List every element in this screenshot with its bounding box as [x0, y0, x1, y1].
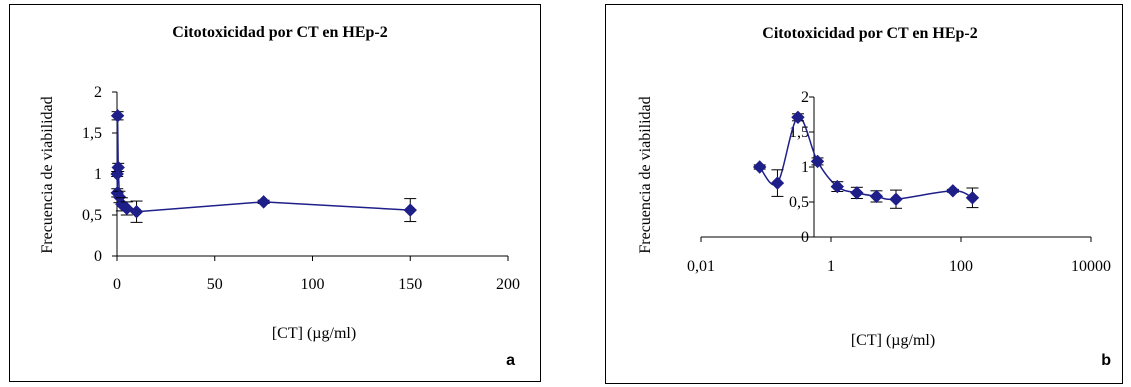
data-point [810, 154, 825, 169]
data-point [965, 191, 980, 205]
x-tick-label: 100 [949, 258, 973, 275]
data-point [403, 203, 417, 217]
y-tick-label: 1 [801, 159, 809, 176]
series-line [759, 116, 973, 201]
data-point [791, 110, 805, 125]
data-point [850, 186, 864, 200]
y-tick-label: 0,5 [789, 194, 809, 211]
panel-label: a [506, 352, 515, 369]
x-tick-label: 50 [207, 276, 223, 293]
x-tick-label: 100 [301, 276, 325, 293]
data-point [256, 195, 271, 209]
x-tick-label: 200 [496, 276, 520, 293]
y-tick-label: 0 [94, 248, 102, 265]
data-point [830, 179, 845, 194]
panel-label: b [1101, 352, 1111, 369]
data-point [770, 176, 785, 190]
y-axis-label: Frecuencia de viabilidad [637, 96, 654, 253]
x-tick-label: 1 [827, 258, 835, 275]
chart-panel-b: Citotoxicidad por CT en HEp-200,511,520,… [605, 4, 1123, 384]
chart-a-svg: Citotoxicidad por CT en HEp-2 0 0,5 1 1,5 2 0 5… [39, 24, 520, 369]
chart-b-svg: Citotoxicidad por CT en HEp-200,511,520,… [637, 25, 1111, 369]
y-tick-label: 1,5 [789, 124, 809, 141]
x-axis-label: [CT] (µg/ml) [272, 325, 356, 342]
x-axis-label: [CT] (µg/ml) [851, 332, 935, 349]
data-point [889, 192, 903, 206]
x-tick-label: 0,01 [687, 258, 715, 275]
chart-panel-a: Citotoxicidad por CT en HEp-2 0 0,5 1 1,5 2 0 5… [9, 4, 541, 382]
chart-title: Citotoxicidad por CT en HEp-2 [762, 25, 977, 42]
data-point [111, 160, 125, 175]
data-point [120, 201, 134, 216]
data-point [752, 160, 767, 174]
data-point [869, 189, 884, 204]
y-tick-label: 0,5 [82, 207, 102, 224]
data-point [110, 109, 125, 123]
data-point [129, 205, 144, 219]
y-tick-label: 1 [94, 166, 102, 183]
y-tick-label: 2 [94, 84, 102, 101]
x-tick-label: 10000 [1071, 258, 1111, 275]
y-tick-label: 2 [801, 89, 809, 106]
x-tick-label: 150 [398, 276, 422, 293]
y-axis-label: Frecuencia de viabilidad [39, 96, 56, 253]
chart-title: Citotoxicidad por CT en HEp-2 [172, 24, 387, 41]
data-point [946, 184, 960, 198]
x-tick-label: 0 [113, 276, 121, 293]
y-tick-label: 1,5 [82, 125, 102, 142]
